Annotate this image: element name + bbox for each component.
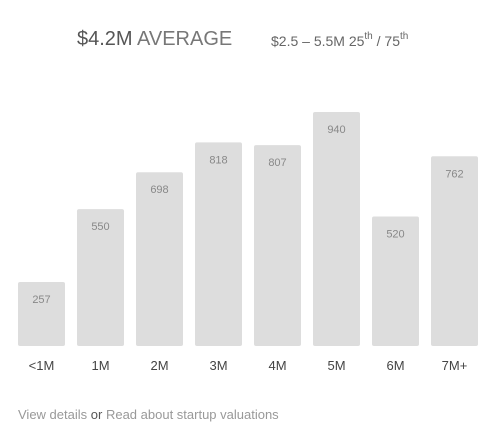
percentile-range: $2.5 – 5.5M 25th / 75th	[271, 31, 409, 49]
bar-4M[interactable]	[254, 145, 301, 346]
bar-value-label: 807	[268, 157, 286, 169]
range-text: $2.5 – 5.5M 25	[271, 33, 365, 49]
footer-separator: or	[90, 407, 103, 422]
category-label: 4M	[268, 358, 286, 373]
bar-value-label: 698	[150, 184, 168, 196]
category-label: 6M	[386, 358, 404, 373]
view-details-link[interactable]: View details	[18, 407, 88, 422]
bar-2M[interactable]	[136, 172, 183, 346]
bar-7M+[interactable]	[431, 156, 478, 346]
bar-5M[interactable]	[313, 112, 360, 346]
category-label: 3M	[209, 358, 227, 373]
bar-value-label: 550	[91, 221, 109, 233]
average-label: AVERAGE	[137, 28, 233, 50]
chart-footer: View details or Read about startup valua…	[18, 407, 279, 422]
bar-value-label: 762	[445, 168, 463, 180]
bar-<1M[interactable]	[18, 282, 65, 346]
range-sup-75: th	[400, 31, 409, 42]
range-mid: / 75	[372, 33, 400, 49]
bar-value-label: 257	[32, 294, 50, 306]
bar-value-label: 940	[327, 124, 345, 136]
category-label: 7M+	[442, 358, 468, 373]
average-value: $4.2M	[77, 28, 133, 50]
bar-6M[interactable]	[372, 216, 419, 346]
category-label: 2M	[150, 358, 168, 373]
bar-value-label: 520	[386, 229, 404, 241]
bar-value-label: 818	[209, 154, 227, 166]
range-sup-25: th	[364, 31, 373, 42]
category-label: 1M	[91, 358, 109, 373]
bar-1M[interactable]	[77, 209, 124, 346]
category-label: 5M	[327, 358, 345, 373]
startup-valuations-link[interactable]: Read about startup valuations	[105, 407, 279, 422]
valuation-bar-chart: 257 <1M 550 1M 698 2M 818 3M 807 4M 940 5M 520 6M 762 7…	[18, 112, 478, 373]
bar-3M[interactable]	[195, 142, 242, 346]
category-label: <1M	[29, 358, 55, 373]
